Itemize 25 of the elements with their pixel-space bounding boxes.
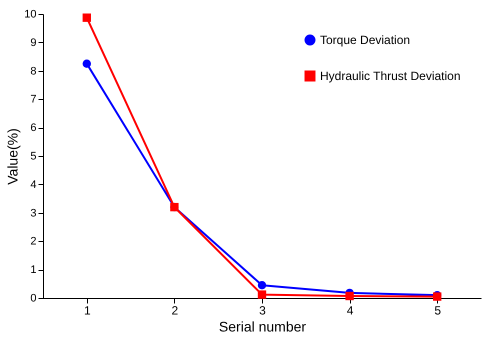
y-tick-label: 5	[30, 150, 36, 162]
legend-label: Torque Deviation	[320, 33, 410, 47]
y-tick-label: 1	[30, 264, 36, 276]
y-tick-label: 8	[30, 65, 36, 78]
x-axis-title: Serial number	[218, 318, 306, 334]
legend-label: Hydraulic Thrust Deviation	[320, 69, 461, 83]
y-axis-title: Value(%)	[4, 128, 20, 185]
y-tick-label: 3	[30, 207, 36, 220]
point	[345, 292, 354, 300]
y-tick-label: 2	[30, 236, 36, 248]
x-tick-label: 5	[434, 304, 442, 318]
x-tick-label: 4	[346, 304, 354, 318]
y-tick-label: 9	[30, 36, 36, 49]
y-tick-label: 6	[30, 122, 36, 134]
y-tick-label: 0	[30, 292, 36, 304]
y-tick-label: 10	[24, 8, 36, 20]
x-tick-label: 3	[259, 304, 266, 318]
y-tick-label: 4	[30, 178, 36, 191]
y-tick-label: 7	[30, 94, 36, 106]
x-tick-label: 2	[172, 304, 179, 318]
point	[258, 281, 266, 290]
x-tick-label: 1	[84, 304, 91, 318]
point	[82, 14, 91, 22]
point	[258, 290, 266, 299]
point	[82, 60, 91, 68]
